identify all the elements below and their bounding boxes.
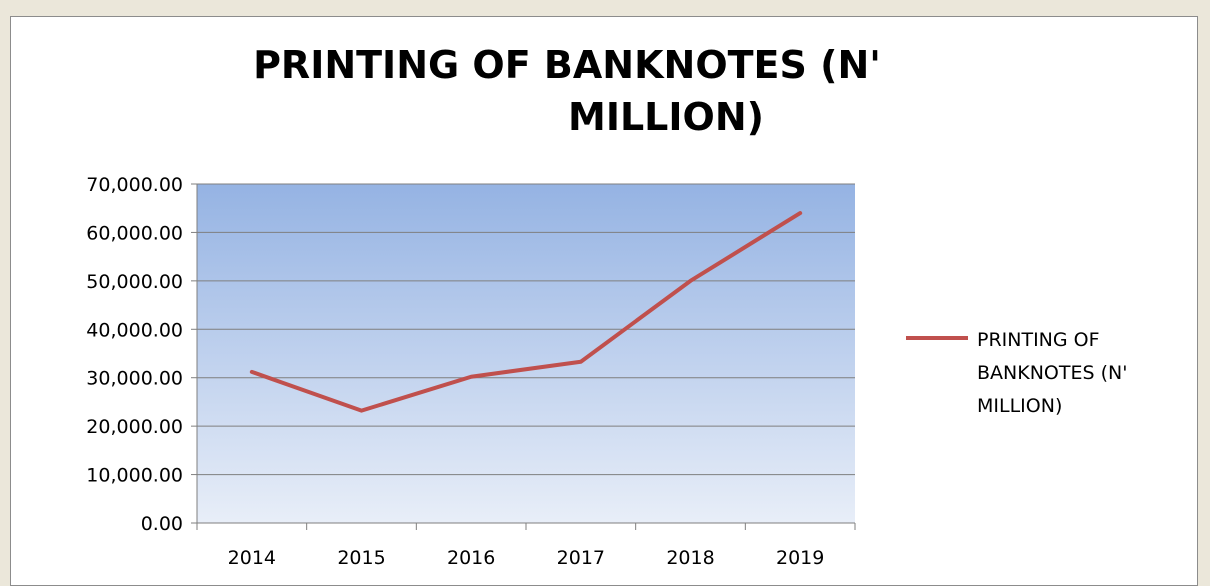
y-tick-label: 70,000.00 (86, 174, 183, 196)
y-axis-tick-labels: 0.00 10,000.00 20,000.00 30,000.00 40,000.00… (86, 174, 183, 535)
y-tick-label: 20,000.00 (86, 416, 183, 438)
plot-area (197, 184, 855, 523)
series-line-printing-of-banknotes (249, 211, 803, 413)
y-tick-label: 30,000.00 (86, 368, 183, 390)
x-tick-label: 2016 (447, 547, 495, 569)
legend-label-line-2: BANKNOTES (N' (977, 362, 1127, 384)
y-tick-label: 60,000.00 (86, 222, 183, 244)
x-axis-tick-marks (196, 523, 856, 530)
chart-title-line-2: MILLION) (568, 95, 764, 139)
gridlines (191, 183, 855, 524)
x-tick-label: 2017 (557, 547, 605, 569)
legend-label-line-1: PRINTING OF (977, 329, 1100, 351)
x-tick-label: 2015 (337, 547, 385, 569)
legend-label-line-3: MILLION) (977, 395, 1062, 417)
x-tick-label: 2014 (228, 547, 276, 569)
y-tick-label: 0.00 (141, 513, 183, 535)
y-tick-label: 10,000.00 (86, 465, 183, 487)
x-tick-label: 2019 (776, 547, 824, 569)
legend: PRINTING OF BANKNOTES (N' MILLION) (906, 329, 1127, 417)
y-tick-label: 40,000.00 (86, 319, 183, 341)
y-tick-label: 50,000.00 (86, 271, 183, 293)
x-axis-tick-labels: 2014 2015 2016 2017 2018 2019 (228, 547, 825, 569)
x-tick-label: 2018 (666, 547, 714, 569)
chart-title-line-1: PRINTING OF BANKNOTES (N' (253, 43, 881, 87)
